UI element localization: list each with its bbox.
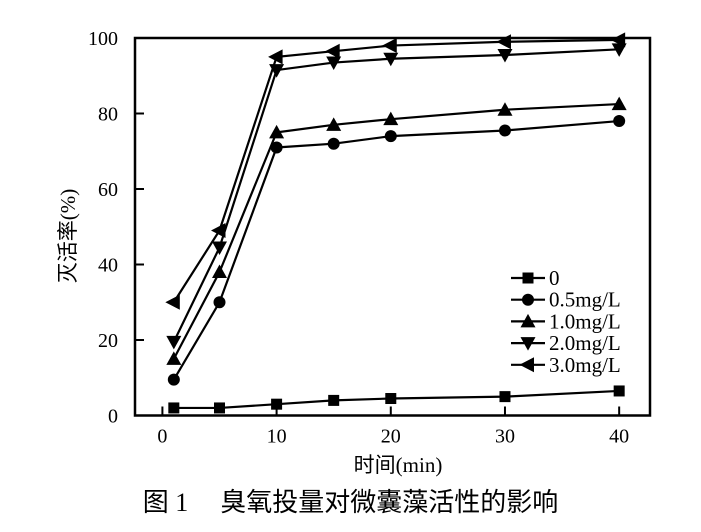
legend-item: 0 bbox=[511, 266, 560, 290]
triangle-left-marker bbox=[165, 294, 180, 310]
legend-label: 3.0mg/L bbox=[549, 353, 621, 377]
triangle-left-marker bbox=[211, 223, 226, 239]
circle-marker bbox=[327, 137, 340, 150]
triangle-down-marker bbox=[520, 337, 536, 351]
square-marker bbox=[522, 272, 534, 284]
legend: 00.5mg/L1.0mg/L2.0mg/L3.0mg/L bbox=[511, 266, 621, 377]
y-axis-label: 灭活率(%) bbox=[56, 189, 80, 283]
legend-item: 2.0mg/L bbox=[511, 331, 621, 355]
series-line bbox=[173, 389, 620, 410]
triangle-up-marker bbox=[383, 111, 399, 126]
triangle-left-marker bbox=[519, 357, 534, 373]
y-tick-label: 80 bbox=[98, 104, 118, 126]
series-3.0mg/L bbox=[165, 32, 626, 310]
series-1.0mg/L bbox=[166, 96, 627, 365]
circle-marker bbox=[213, 296, 226, 309]
y-tick-label: 40 bbox=[98, 255, 118, 277]
y-tick-label: 0 bbox=[108, 406, 118, 428]
circle-marker bbox=[613, 115, 626, 128]
triangle-down-marker bbox=[326, 56, 342, 71]
triangle-up-marker bbox=[212, 264, 228, 279]
y-tick-label: 20 bbox=[98, 330, 118, 352]
triangle-up-marker bbox=[269, 124, 285, 139]
legend-item: 0.5mg/L bbox=[511, 288, 621, 312]
triangle-up-marker bbox=[326, 117, 342, 131]
legend-item: 3.0mg/L bbox=[511, 353, 621, 377]
circle-marker bbox=[167, 373, 180, 386]
triangle-down-marker bbox=[212, 241, 228, 256]
axes: 0 10 20 30 40 0 20 40 60 80 100 bbox=[88, 28, 652, 448]
legend-label: 1.0mg/L bbox=[549, 309, 621, 333]
x-tick-label: 0 bbox=[157, 426, 167, 448]
triangle-down-marker bbox=[611, 43, 627, 57]
square-marker bbox=[613, 385, 625, 397]
legend-item: 1.0mg/L bbox=[511, 309, 621, 333]
triangle-up-marker bbox=[166, 351, 182, 365]
circle-marker bbox=[384, 130, 397, 143]
y-tick-label: 60 bbox=[98, 179, 118, 201]
square-marker bbox=[214, 402, 226, 414]
triangle-left-marker bbox=[268, 49, 283, 65]
x-axis-label: 时间(min) bbox=[354, 453, 443, 477]
y-tick-label: 100 bbox=[88, 28, 118, 50]
x-tick-label: 10 bbox=[267, 426, 287, 448]
triangle-left-marker bbox=[325, 43, 340, 59]
legend-label: 0.5mg/L bbox=[549, 288, 621, 312]
series-0.5mg/L bbox=[167, 115, 626, 386]
square-marker bbox=[328, 394, 340, 406]
triangle-up-marker bbox=[611, 96, 627, 111]
circle-marker bbox=[522, 293, 534, 306]
plot-border bbox=[133, 36, 652, 417]
x-tick-label: 20 bbox=[381, 426, 401, 448]
legend-label: 2.0mg/L bbox=[549, 331, 621, 355]
square-marker bbox=[168, 402, 180, 414]
triangle-down-marker bbox=[383, 52, 399, 67]
triangle-left-marker bbox=[610, 32, 626, 48]
figure-caption-title: 臭氧投量对微囊藻活性的影响 bbox=[220, 488, 559, 517]
x-tick-label: 40 bbox=[609, 426, 629, 448]
square-marker bbox=[271, 398, 283, 410]
x-tick-label: 30 bbox=[495, 426, 515, 448]
figure-caption: 图 1 臭氧投量对微囊藻活性的影响 bbox=[0, 487, 701, 519]
figure-caption-label: 图 1 bbox=[142, 488, 189, 517]
series-0 bbox=[168, 385, 625, 414]
triangle-up-marker bbox=[520, 313, 536, 328]
circle-marker bbox=[270, 141, 283, 154]
circle-marker bbox=[498, 124, 511, 137]
triangle-up-marker bbox=[497, 102, 513, 116]
triangle-down-marker bbox=[166, 335, 182, 350]
triangle-left-marker bbox=[496, 34, 511, 50]
triangle-left-marker bbox=[382, 38, 397, 54]
triangle-down-marker bbox=[497, 48, 513, 63]
series-line bbox=[172, 38, 620, 303]
square-marker bbox=[385, 393, 397, 405]
legend-label: 0 bbox=[549, 266, 560, 290]
square-marker bbox=[499, 391, 511, 403]
